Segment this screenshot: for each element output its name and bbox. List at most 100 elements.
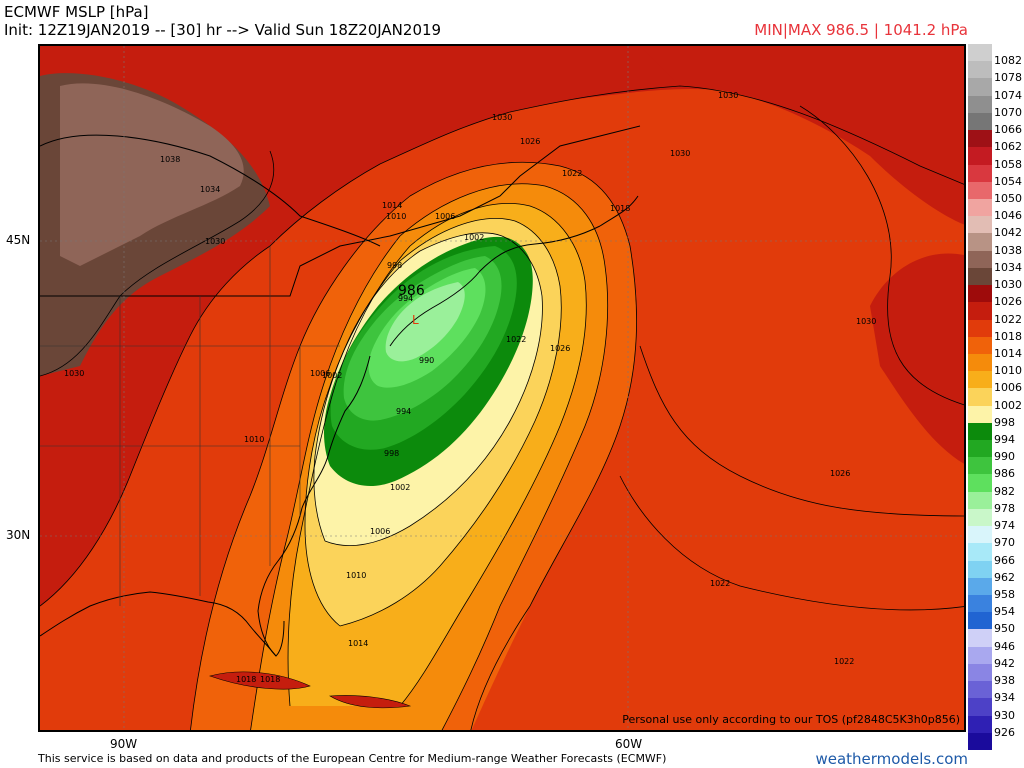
- contour-label: 1030: [64, 369, 84, 378]
- colorbar-label: 986: [994, 467, 1015, 481]
- contour-label: 1030: [492, 113, 512, 122]
- colorbar-swatch: [968, 44, 992, 62]
- colorbar-label: 930: [994, 708, 1015, 722]
- contour-label: 1010: [386, 212, 406, 221]
- contour-label: 998: [387, 261, 402, 270]
- colorbar-label: 1062: [994, 140, 1022, 154]
- colorbar-label: 990: [994, 450, 1015, 464]
- contour-label: 1022: [710, 579, 730, 588]
- contour-label: 1022: [506, 335, 526, 344]
- colorbar-swatch: [968, 353, 992, 372]
- colorbar-label: 1010: [994, 364, 1022, 378]
- colorbar-swatch: [968, 457, 992, 475]
- colorbar-label: 1022: [994, 312, 1022, 326]
- colorbar-label: 1070: [994, 105, 1022, 119]
- contour-label: 1002: [322, 371, 342, 380]
- contour-label: 990: [419, 356, 434, 365]
- pressure-map-canvas: 1038 1034 1030 1030 1030 1026 1022 1018 1014 1010…: [40, 46, 964, 730]
- colorbar-swatch: [968, 95, 992, 114]
- colorbar-label: 962: [994, 570, 1015, 584]
- colorbar-label: 1074: [994, 88, 1022, 102]
- contour-label: 1014: [382, 201, 402, 210]
- ecmwf-source-note: This service is based on data and produc…: [38, 752, 667, 765]
- contour-label: 1030: [670, 149, 690, 158]
- contour-label: 1034: [200, 185, 220, 194]
- colorbar-swatch: [968, 422, 992, 441]
- contour-label: 1018: [610, 204, 630, 213]
- contour-label: 1030: [856, 317, 876, 326]
- colorbar-swatch: [968, 198, 992, 217]
- colorbar-swatch: [968, 388, 992, 407]
- colorbar-label: 1066: [994, 123, 1022, 137]
- contour-label: 994: [398, 294, 413, 303]
- colorbar-label: 1018: [994, 329, 1022, 343]
- colorbar-swatch: [968, 302, 992, 320]
- chart-title: ECMWF MSLP [hPa]: [4, 3, 149, 21]
- coastlines: [40, 125, 641, 657]
- lat-label-30n: 30N: [6, 528, 31, 542]
- colorbar-swatch: [968, 681, 992, 699]
- contour-label: 1010: [244, 435, 264, 444]
- isobar-lines: [40, 85, 964, 730]
- colorbar-label: 1078: [994, 71, 1022, 85]
- colorbar-label: 1042: [994, 226, 1022, 240]
- colorbar-label: 1046: [994, 209, 1022, 223]
- pressure-map: 1038 1034 1030 1030 1030 1026 1022 1018 1014 1010…: [38, 44, 966, 732]
- colorbar-label: 954: [994, 605, 1015, 619]
- contour-label: 1030: [205, 237, 225, 246]
- contour-label: 1018: [260, 675, 280, 684]
- colorbar-swatch: [968, 474, 992, 493]
- colorbar-label: 1002: [994, 398, 1022, 412]
- colorbar-label: 1006: [994, 381, 1022, 395]
- colorbar-swatch: [968, 543, 992, 562]
- tos-note: Personal use only according to our TOS (…: [622, 713, 960, 726]
- colorbar-swatch: [968, 250, 992, 269]
- caribbean-islands: [208, 671, 412, 709]
- pressure-colorbar: [968, 44, 992, 751]
- colorbar-label: 1058: [994, 157, 1022, 171]
- colorbar-label: 1038: [994, 243, 1022, 257]
- lon-label-90w: 90W: [110, 737, 138, 751]
- lat-label-45n: 45N: [6, 233, 31, 247]
- colorbar-swatch: [968, 595, 992, 613]
- colorbar-swatch: [968, 612, 992, 630]
- colorbar-swatch: [968, 715, 992, 734]
- colorbar-label: 958: [994, 588, 1015, 602]
- colorbar-swatch: [968, 61, 992, 79]
- contour-label: 1018: [236, 675, 256, 684]
- contour-label: 1022: [562, 169, 582, 178]
- colorbar-label: 946: [994, 639, 1015, 653]
- colorbar-swatch: [968, 181, 992, 200]
- colorbar-label: 998: [994, 415, 1015, 429]
- colorbar-label: 1050: [994, 191, 1022, 205]
- colorbar-label: 974: [994, 519, 1015, 533]
- contour-label: 1002: [390, 483, 410, 492]
- brand-link[interactable]: weathermodels.com: [815, 750, 968, 768]
- colorbar-swatch: [968, 577, 992, 596]
- contour-label: 1026: [830, 469, 850, 478]
- colorbar-swatch: [968, 147, 992, 166]
- colorbar-swatch: [968, 440, 992, 458]
- contour-label: 994: [396, 407, 411, 416]
- colorbar-label: 978: [994, 501, 1015, 515]
- contour-label: 1030: [718, 91, 738, 100]
- band-1038: [60, 83, 244, 266]
- contour-label: 998: [384, 449, 399, 458]
- low-center-label: 986: [398, 283, 425, 299]
- contour-label: 1010: [346, 571, 366, 580]
- contour-label: 1038: [160, 155, 180, 164]
- colorbar-label: 966: [994, 553, 1015, 567]
- band-986: [385, 282, 465, 362]
- band-1030-east: [870, 253, 964, 464]
- contour-label: 1006: [370, 527, 390, 536]
- contour-label: 1026: [550, 344, 570, 353]
- colorbar-label: 1014: [994, 346, 1022, 360]
- colorbar-swatch: [968, 336, 992, 355]
- colorbar-swatch: [968, 285, 992, 303]
- colorbar-label: 934: [994, 691, 1015, 705]
- contour-label: 1002: [464, 233, 484, 242]
- colorbar-swatch: [968, 267, 992, 286]
- colorbar-label: 1026: [994, 295, 1022, 309]
- colorbar-label: 1034: [994, 260, 1022, 274]
- init-valid-subtitle: Init: 12Z19JAN2019 -- [30] hr --> Valid …: [4, 21, 442, 39]
